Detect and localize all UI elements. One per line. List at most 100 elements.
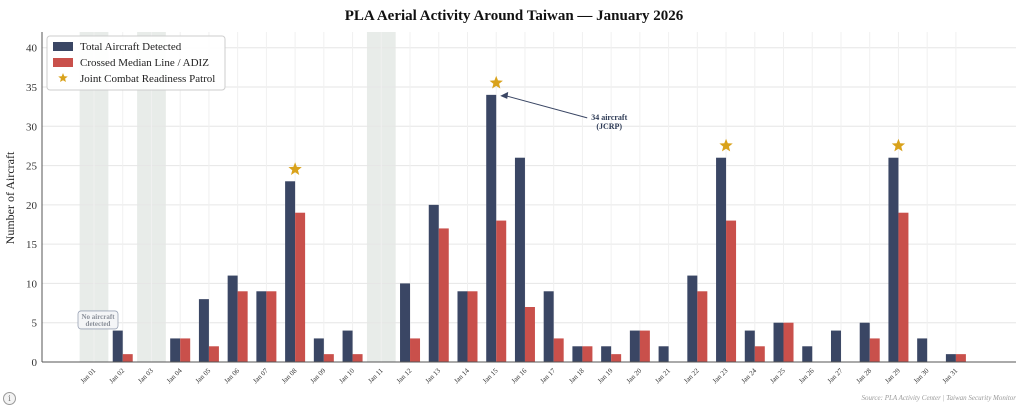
source-note: Source: PLA Activity Center | Taiwan Sec… xyxy=(861,394,1016,402)
bar-total xyxy=(256,291,267,362)
x-tick-label: Jan 23 xyxy=(711,366,730,385)
bar-total xyxy=(917,338,928,362)
bar-crossed xyxy=(496,220,507,362)
bar-crossed xyxy=(639,330,650,362)
bar-total xyxy=(227,275,238,362)
bar-crossed xyxy=(955,354,966,362)
no-aircraft-detected-label: detected xyxy=(86,320,111,328)
chart-title: PLA Aerial Activity Around Taiwan — Janu… xyxy=(345,8,684,24)
x-tick-label: Jan 27 xyxy=(826,366,845,385)
bar-total xyxy=(888,157,899,362)
bar-total xyxy=(572,346,583,362)
bar-total xyxy=(112,330,123,362)
bar-crossed xyxy=(323,354,334,362)
x-tick-label: Jan 16 xyxy=(510,366,529,385)
x-tick-label: Jan 21 xyxy=(654,366,673,385)
y-tick-label: 35 xyxy=(26,82,38,94)
annotation-arrowhead xyxy=(500,91,509,99)
bar-total xyxy=(802,346,813,362)
y-axis-label: Number of Aircraft xyxy=(3,151,17,244)
bar-crossed xyxy=(237,291,248,362)
legend-crossed-label: Crossed Median Line / ADIZ xyxy=(80,57,209,69)
y-tick-label: 10 xyxy=(26,278,38,290)
bar-total xyxy=(170,338,181,362)
x-tick-label: Jan 26 xyxy=(797,366,816,385)
bar-crossed xyxy=(611,354,622,362)
bar-total xyxy=(342,330,353,362)
x-tick-label: Jan 20 xyxy=(625,366,644,385)
annotation-34-aircraft: 34 aircraft xyxy=(591,113,627,122)
jcrp-stars-layer xyxy=(288,75,906,175)
y-tick-label: 15 xyxy=(26,239,38,251)
x-tick-label: Jan 01 xyxy=(79,366,98,385)
bar-crossed xyxy=(524,307,535,362)
bar-total xyxy=(773,322,784,362)
jcrp-star-icon xyxy=(288,162,302,175)
x-tick-label: Jan 11 xyxy=(366,366,385,385)
bar-total xyxy=(716,157,727,362)
bar-crossed xyxy=(266,291,277,362)
jcrp-star-icon xyxy=(489,75,503,89)
legend-total-label: Total Aircraft Detected xyxy=(80,41,182,53)
bar-total xyxy=(285,181,296,362)
bar-total xyxy=(428,204,439,362)
x-tick-label: Jan 24 xyxy=(740,366,759,385)
bar-total xyxy=(629,330,640,362)
y-tick-label: 5 xyxy=(32,318,38,330)
legend-jcrp-label: Joint Combat Readiness Patrol xyxy=(80,73,215,85)
bar-total xyxy=(601,346,612,362)
y-tick-label: 30 xyxy=(26,121,38,133)
x-tick-label: Jan 10 xyxy=(338,366,357,385)
bar-crossed xyxy=(697,291,708,362)
x-tick-label: Jan 28 xyxy=(855,366,874,385)
info-icon[interactable]: i xyxy=(3,392,16,405)
x-tick-label: Jan 07 xyxy=(251,366,270,385)
x-tick-label: Jan 09 xyxy=(309,366,328,385)
legend-box xyxy=(46,35,226,91)
bar-crossed xyxy=(180,338,191,362)
legend-crossed-swatch xyxy=(53,58,73,67)
bar-crossed xyxy=(553,338,564,362)
x-tick-label: Jan 17 xyxy=(539,366,558,385)
bar-crossed xyxy=(726,220,737,362)
bar-total xyxy=(198,299,209,362)
bars-layer xyxy=(112,94,966,362)
bar-total xyxy=(400,283,411,362)
bar-crossed xyxy=(869,338,880,362)
x-tick-label: Jan 12 xyxy=(395,366,414,385)
no-aircraft-label: No aircraft xyxy=(81,313,115,321)
bar-total xyxy=(457,291,468,362)
bar-crossed xyxy=(352,354,363,362)
bar-crossed xyxy=(208,346,219,362)
y-tick-label: 40 xyxy=(26,43,38,55)
x-tick-label: Jan 14 xyxy=(452,366,471,385)
x-tick-label: Jan 08 xyxy=(280,366,299,385)
jcrp-star-icon xyxy=(719,138,733,152)
bar-crossed xyxy=(898,212,909,362)
x-tick-label: Jan 19 xyxy=(596,366,615,385)
bar-crossed xyxy=(122,354,133,362)
bar-total xyxy=(830,330,841,362)
x-tick-label: Jan 06 xyxy=(223,366,242,385)
x-tick-label: Jan 03 xyxy=(136,366,155,385)
x-tick-label: Jan 15 xyxy=(481,366,500,385)
bar-crossed xyxy=(295,212,306,362)
annotation-arrow xyxy=(506,95,588,119)
jcrp-star-icon xyxy=(891,138,906,152)
x-tick-label: Jan 31 xyxy=(941,366,960,385)
bar-crossed xyxy=(467,291,478,362)
no-aircraft-box xyxy=(77,310,119,330)
legend: Total Aircraft Detected Crossed Median Li… xyxy=(46,35,226,91)
y-tick-label: 25 xyxy=(26,161,38,173)
bar-total xyxy=(859,322,870,362)
bar-total xyxy=(514,157,525,362)
x-tick-label: Jan 02 xyxy=(108,366,127,385)
y-tick-label: 0 xyxy=(32,357,38,369)
legend-total-swatch xyxy=(53,42,73,51)
bar-total xyxy=(658,346,669,362)
bar-total xyxy=(945,354,956,362)
bar-total xyxy=(313,338,324,362)
annotation-jcrp: (JCRP) xyxy=(596,122,622,131)
